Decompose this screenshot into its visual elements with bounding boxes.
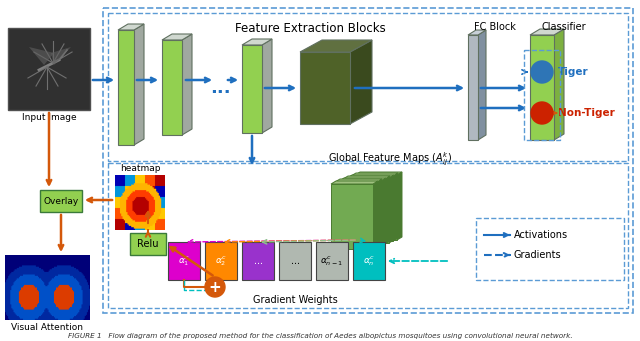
Polygon shape (335, 179, 382, 182)
Text: Feature Extraction Blocks: Feature Extraction Blocks (235, 22, 385, 35)
Bar (468, 35, 478, 140)
Polygon shape (397, 172, 402, 240)
Circle shape (531, 61, 553, 83)
Text: Gradient Weights: Gradient Weights (253, 295, 337, 305)
Bar (355, 175, 397, 240)
Text: ...: ... (210, 79, 230, 97)
Polygon shape (468, 30, 486, 35)
Bar (242, 45, 262, 133)
Polygon shape (331, 181, 378, 184)
Bar (242, 242, 274, 280)
Polygon shape (389, 175, 394, 243)
Text: Input Image: Input Image (22, 113, 76, 122)
Bar (343, 179, 385, 244)
Text: $\cdots$: $\cdots$ (290, 256, 300, 266)
Text: $\alpha_2^c$: $\alpha_2^c$ (215, 254, 227, 268)
Polygon shape (162, 34, 192, 40)
Polygon shape (350, 40, 372, 124)
Bar (530, 35, 554, 140)
Bar (118, 30, 134, 145)
Polygon shape (393, 173, 398, 241)
Polygon shape (355, 172, 402, 175)
Circle shape (531, 102, 553, 124)
Polygon shape (343, 176, 390, 179)
Text: FC Block: FC Block (474, 22, 516, 32)
Bar (339, 181, 381, 246)
Text: Non-Tiger: Non-Tiger (558, 108, 615, 118)
Text: Global Feature Maps ($A_{ij}^k$): Global Feature Maps ($A_{ij}^k$) (328, 151, 452, 168)
Polygon shape (351, 173, 398, 176)
Text: Tiger: Tiger (558, 67, 589, 77)
Bar (476, 218, 624, 280)
Polygon shape (300, 40, 372, 52)
Polygon shape (377, 179, 382, 247)
Bar (300, 52, 350, 124)
Polygon shape (347, 175, 394, 178)
Circle shape (205, 277, 225, 297)
Text: heatmap: heatmap (120, 164, 160, 173)
Bar (168, 242, 200, 280)
Bar (331, 184, 373, 249)
Polygon shape (134, 24, 144, 145)
Polygon shape (381, 178, 386, 246)
Bar (524, 50, 560, 140)
Bar (347, 178, 389, 243)
Text: +: + (209, 280, 221, 295)
Polygon shape (182, 34, 192, 135)
Bar (335, 182, 377, 247)
Bar (279, 242, 311, 280)
Polygon shape (385, 176, 390, 244)
Text: $\alpha_{n-1}^c$: $\alpha_{n-1}^c$ (321, 254, 344, 268)
Polygon shape (530, 29, 564, 35)
Text: Gradients: Gradients (514, 250, 562, 260)
Bar (8, 28, 90, 110)
Polygon shape (29, 47, 54, 65)
Text: Classifier: Classifier (541, 22, 586, 32)
Bar (353, 242, 385, 280)
Polygon shape (242, 39, 272, 45)
Text: $\cdots$: $\cdots$ (253, 256, 263, 266)
Text: Activations: Activations (514, 230, 568, 240)
Bar (103, 8, 633, 313)
Bar (316, 242, 348, 280)
Polygon shape (339, 178, 386, 181)
Polygon shape (554, 29, 564, 140)
Polygon shape (118, 24, 144, 30)
Bar (108, 13, 628, 161)
Bar (130, 233, 166, 255)
Bar (162, 40, 182, 135)
Bar (108, 163, 628, 308)
Text: $\alpha_n^c$: $\alpha_n^c$ (363, 254, 375, 268)
Text: $\alpha_1^c$: $\alpha_1^c$ (178, 254, 190, 268)
Bar (351, 176, 393, 241)
Polygon shape (51, 47, 71, 65)
Text: Relu: Relu (137, 239, 159, 249)
Bar (205, 242, 237, 280)
Text: FIGURE 1   Flow diagram of the proposed method for the classification of Aedes a: FIGURE 1 Flow diagram of the proposed me… (68, 333, 572, 339)
Polygon shape (478, 30, 486, 140)
Text: Visual Attention: Visual Attention (11, 323, 83, 332)
Polygon shape (373, 181, 378, 249)
Text: Overlay: Overlay (44, 196, 79, 206)
Bar (40, 190, 82, 212)
Polygon shape (262, 39, 272, 133)
